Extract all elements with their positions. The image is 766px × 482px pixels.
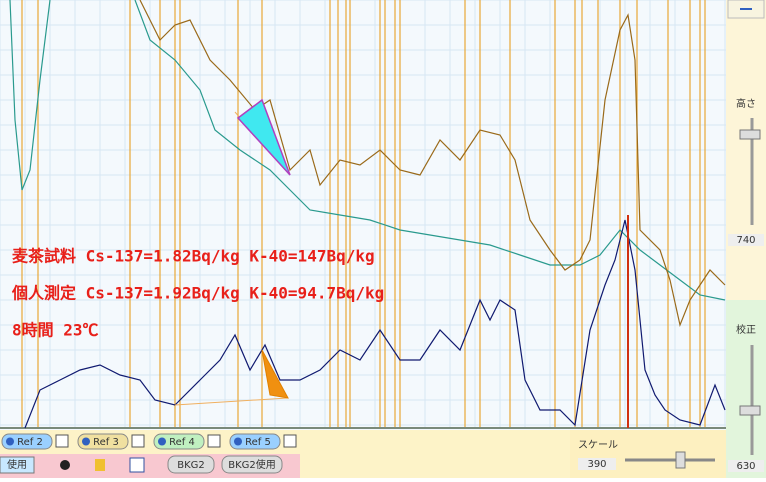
value: 390	[587, 459, 606, 470]
slider-thumb[interactable]	[739, 129, 761, 140]
toolbar	[300, 454, 570, 478]
ref-label: Ref 2	[17, 437, 43, 448]
label: 高さ	[736, 97, 756, 110]
panel	[726, 300, 766, 478]
roi-triangle	[261, 349, 289, 399]
label: 校正	[736, 323, 756, 336]
button[interactable]	[221, 455, 283, 474]
ref-label: Ref 4	[169, 437, 195, 448]
ref-icon	[158, 437, 166, 446]
scale-panel	[570, 430, 726, 478]
checkbox[interactable]	[283, 434, 297, 448]
label: スケール	[578, 439, 618, 451]
annotation: 麦茶試料 Cs-137=1.82Bq/kg K-40=147Bq/kg	[12, 247, 375, 266]
ref-button[interactable]	[77, 433, 129, 450]
teal-curve	[134, 0, 726, 301]
ref-button[interactable]	[1, 433, 53, 450]
button-label: BKG2使用	[228, 458, 276, 471]
icon[interactable]	[95, 459, 105, 471]
annotation: 個人測定 Cs-137=1.92Bq/kg K-40=94.7Bq/kg	[11, 284, 384, 303]
ref-curve	[9, 0, 51, 191]
slider-thumb[interactable]	[739, 405, 761, 416]
peak-lines	[21, 0, 706, 428]
value-box	[578, 458, 616, 470]
button[interactable]	[0, 456, 35, 474]
button[interactable]	[167, 455, 215, 474]
ref-icon	[82, 437, 90, 446]
value-box	[728, 460, 764, 472]
button-label: 使用	[7, 458, 27, 471]
roi-triangle	[236, 98, 291, 176]
plot-bg	[0, 0, 726, 430]
ref-label: Ref 3	[93, 437, 119, 448]
value-box	[728, 234, 764, 246]
blue-curve	[24, 219, 726, 429]
ref-icon	[6, 437, 14, 446]
icon[interactable]	[60, 460, 70, 470]
value: 630	[736, 461, 755, 472]
checkbox[interactable]	[131, 434, 145, 448]
ref-button[interactable]	[153, 433, 205, 450]
ref-button[interactable]	[229, 433, 281, 450]
panel	[726, 0, 766, 300]
button-label: BKG2	[177, 460, 205, 471]
ref-icon	[234, 437, 242, 446]
roi-line	[174, 397, 289, 406]
annotation: 8時間 23℃	[12, 321, 99, 340]
slider-thumb[interactable]	[675, 451, 686, 469]
refs: Ref 2 Ref 3 Ref 4 Ref 5	[1, 433, 297, 450]
ref-label: Ref 5	[245, 437, 271, 448]
checkbox[interactable]	[207, 434, 221, 448]
checkbox[interactable]	[55, 434, 69, 448]
icon[interactable]	[129, 457, 145, 473]
value: 740	[736, 235, 755, 246]
